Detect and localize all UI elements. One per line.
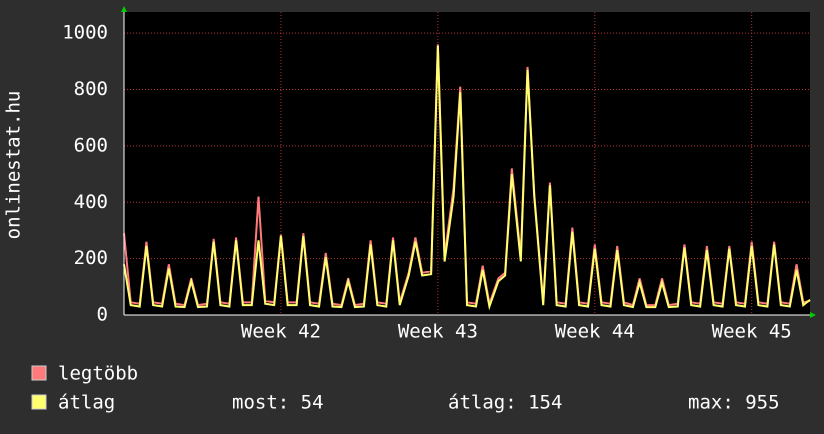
stat: átlag: 154 [448, 392, 562, 414]
x-tick-label: Week 44 [555, 321, 635, 343]
series-line [123, 45, 811, 311]
legend-label: átlag [58, 392, 115, 414]
stat: max: 955 [688, 392, 780, 414]
legend-swatch [31, 394, 47, 410]
y-axis-label: onlinestat.hu [3, 91, 25, 240]
y-tick-label: 200 [74, 247, 108, 269]
x-tick-label: Week 43 [398, 321, 478, 343]
y-tick-label: 0 [97, 304, 108, 326]
y-tick-label: 400 [74, 191, 108, 213]
plot-area [124, 12, 810, 315]
y-tick-label: 1000 [62, 22, 108, 44]
x-tick-label: Week 42 [241, 321, 321, 343]
legend-label: legtöbb [58, 363, 138, 385]
axis-arrow [810, 312, 816, 318]
axis-arrow [121, 6, 127, 12]
y-tick-label: 600 [74, 134, 108, 156]
x-tick-label: Week 45 [712, 321, 792, 343]
y-tick-label: 800 [74, 78, 108, 100]
stat: most: 54 [232, 392, 324, 414]
legend-swatch [31, 365, 47, 381]
